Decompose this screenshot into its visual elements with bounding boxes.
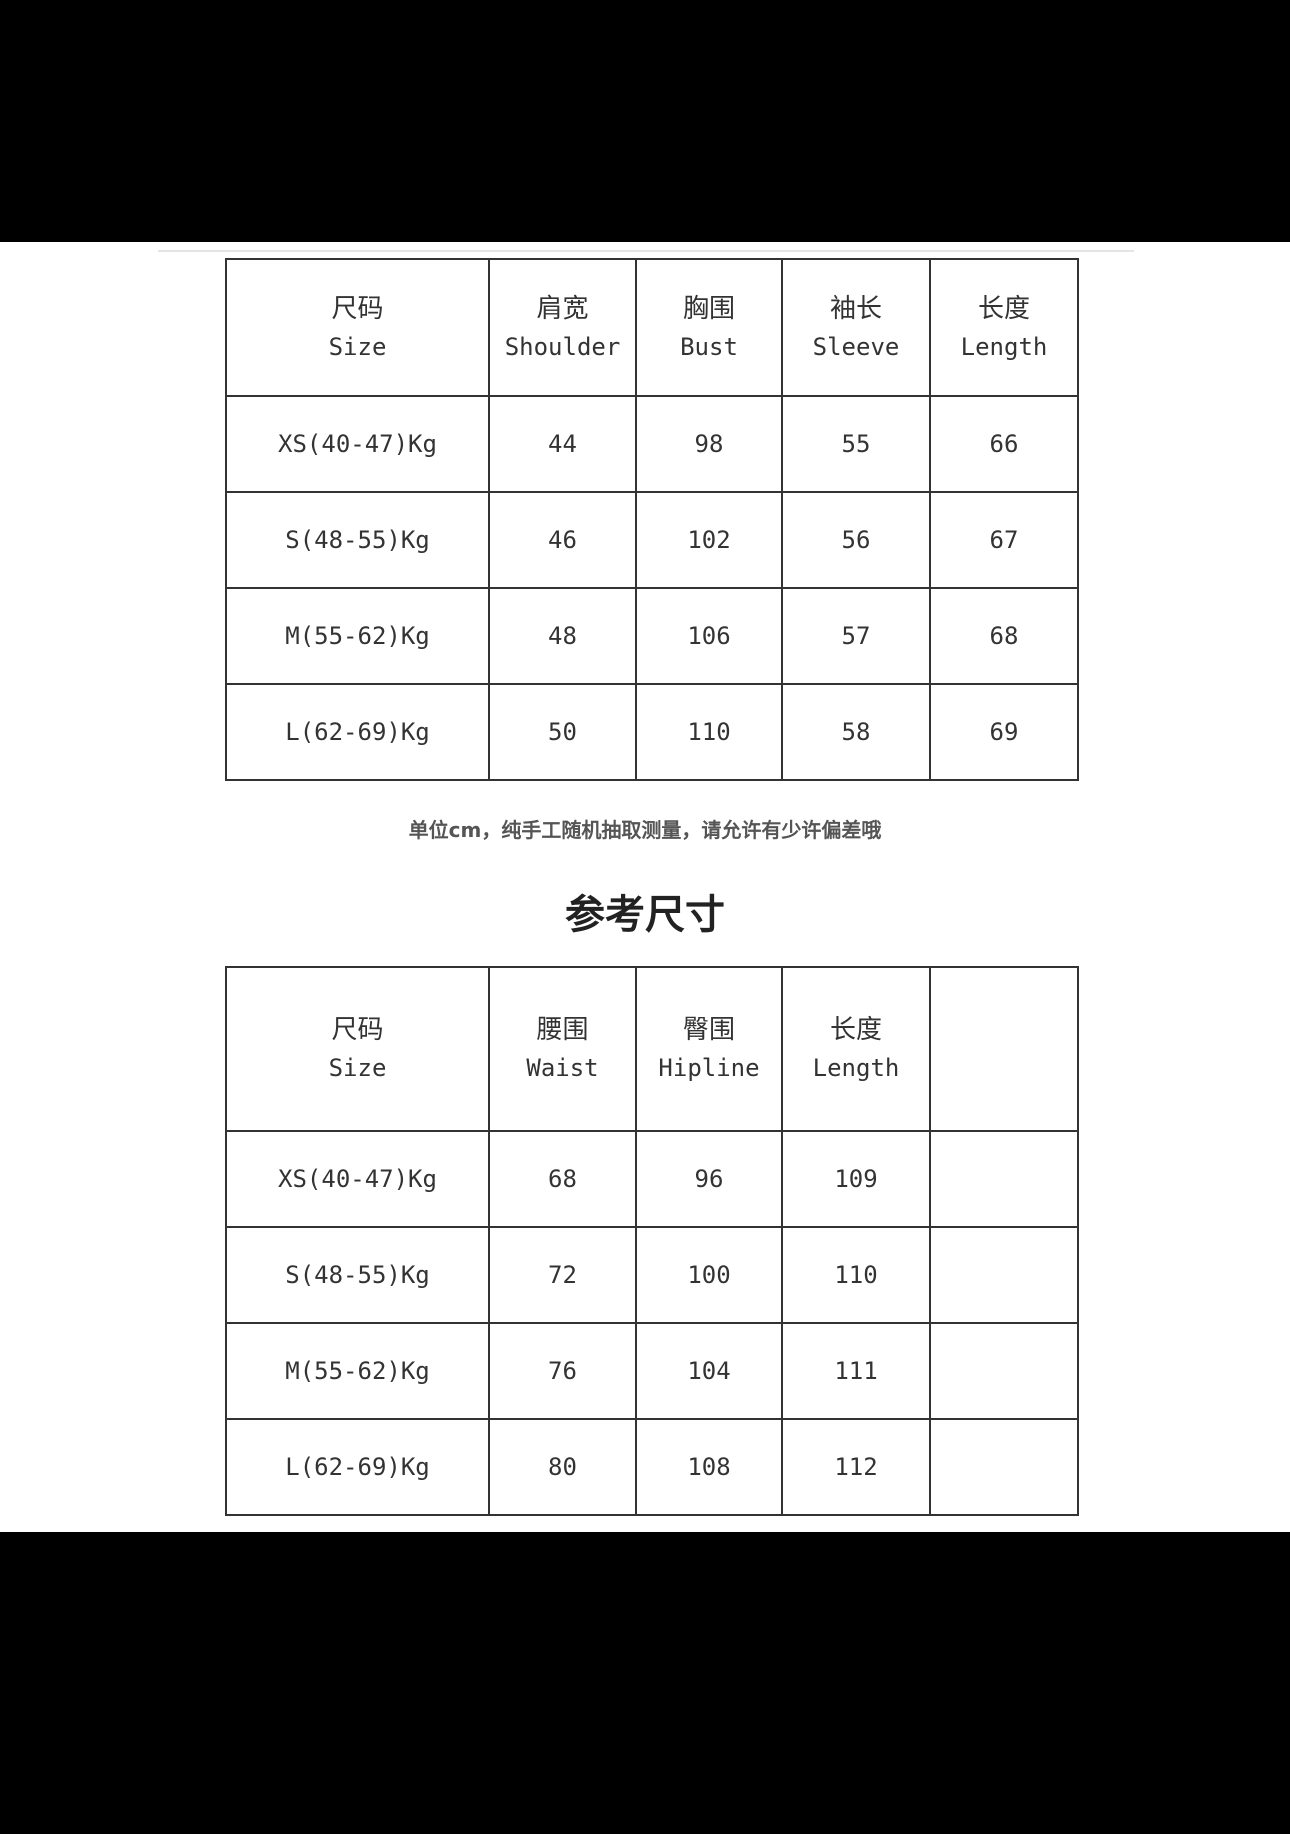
table-row: L(62-69)Kg 80 108 112 [225,1418,1079,1516]
header-zh: 尺码 [331,1015,384,1045]
value-cell: 55 [781,395,931,493]
size-cell: S(48-55)Kg [225,491,490,589]
size-cell: XS(40-47)Kg [225,395,490,493]
value-cell: 109 [781,1130,931,1228]
size-cell: M(55-62)Kg [225,587,490,685]
value-cell: 80 [488,1418,637,1516]
value-cell: 50 [488,683,637,781]
size-cell: L(62-69)Kg [225,683,490,781]
table-row: M(55-62)Kg 76 104 111 [225,1322,1079,1420]
header-en: Waist [526,1054,599,1082]
header-cell: 袖长 Sleeve [781,258,931,397]
value-cell: 44 [488,395,637,493]
header-en: Sleeve [812,332,900,361]
table-row: M(55-62)Kg 48 106 57 68 [225,587,1079,685]
value-cell: 69 [929,683,1079,781]
header-cell: 尺码 Size [225,966,490,1132]
value-cell: 72 [488,1226,637,1324]
value-cell [929,1322,1079,1420]
header-cell: 尺码 Size [225,258,490,397]
value-cell [929,1226,1079,1324]
header-en: Bust [680,332,738,361]
table-row: XS(40-47)Kg 44 98 55 66 [225,395,1079,493]
value-cell: 76 [488,1322,637,1420]
header-cell: 臀围 Hipline [635,966,783,1132]
value-cell: 68 [929,587,1079,685]
header-zh: 尺码 [331,293,384,324]
measurement-note: 单位cm，纯手工随机抽取测量，请允许有少许偏差哦 [408,818,882,842]
header-en: Hipline [658,1054,760,1082]
table-row: L(62-69)Kg 50 110 58 69 [225,683,1079,781]
value-cell: 58 [781,683,931,781]
value-cell: 104 [635,1322,783,1420]
value-cell: 110 [781,1226,931,1324]
header-cell [929,966,1079,1132]
size-cell: M(55-62)Kg [225,1322,490,1420]
header-en: Size [328,332,387,361]
value-cell: 108 [635,1418,783,1516]
size-chart-sheet: 尺码 Size 肩宽 Shoulder 胸围 Bust 袖长 Sleeve 长度 Length XS… [0,242,1290,1532]
bottom-size-table: 尺码 Size 腰围 Waist 臀围 Hipline 长度 Length XS(40-47)K… [225,966,1079,1516]
table-row: XS(40-47)Kg 68 96 109 [225,1130,1079,1228]
header-cell: 腰围 Waist [488,966,637,1132]
header-zh: 臀围 [682,1015,735,1045]
table-row: S(48-55)Kg 72 100 110 [225,1226,1079,1324]
header-zh: 胸围 [682,293,735,324]
value-cell: 68 [488,1130,637,1228]
value-cell: 100 [635,1226,783,1324]
value-cell: 48 [488,587,637,685]
value-cell: 67 [929,491,1079,589]
value-cell: 102 [635,491,783,589]
size-cell: S(48-55)Kg [225,1226,490,1324]
header-en: Length [960,332,1048,361]
header-cell: 长度 Length [781,966,931,1132]
header-en: Shoulder [504,332,621,361]
value-cell: 96 [635,1130,783,1228]
header-en: Size [328,1054,387,1082]
header-zh: 长度 [829,1015,882,1045]
header-zh: 肩宽 [536,293,589,324]
value-cell: 111 [781,1322,931,1420]
value-cell: 112 [781,1418,931,1516]
header-zh: 长度 [977,293,1030,324]
value-cell: 66 [929,395,1079,493]
header-row: 尺码 Size 肩宽 Shoulder 胸围 Bust 袖长 Sleeve 长度 Length [225,258,1079,397]
value-cell: 98 [635,395,783,493]
header-cell: 胸围 Bust [635,258,783,397]
divider [158,250,1134,252]
value-cell: 56 [781,491,931,589]
value-cell: 106 [635,587,783,685]
value-cell [929,1418,1079,1516]
header-zh: 腰围 [536,1015,589,1045]
size-cell: L(62-69)Kg [225,1418,490,1516]
reference-size-title: 参考尺寸 [565,892,725,938]
header-en: Length [812,1054,900,1082]
header-cell: 长度 Length [929,258,1079,397]
header-cell: 肩宽 Shoulder [488,258,637,397]
top-size-table: 尺码 Size 肩宽 Shoulder 胸围 Bust 袖长 Sleeve 长度 Length XS… [225,258,1079,781]
value-cell [929,1130,1079,1228]
value-cell: 46 [488,491,637,589]
header-zh: 袖长 [829,293,882,324]
value-cell: 57 [781,587,931,685]
table-row: S(48-55)Kg 46 102 56 67 [225,491,1079,589]
header-row: 尺码 Size 腰围 Waist 臀围 Hipline 长度 Length [225,966,1079,1132]
size-cell: XS(40-47)Kg [225,1130,490,1228]
value-cell: 110 [635,683,783,781]
